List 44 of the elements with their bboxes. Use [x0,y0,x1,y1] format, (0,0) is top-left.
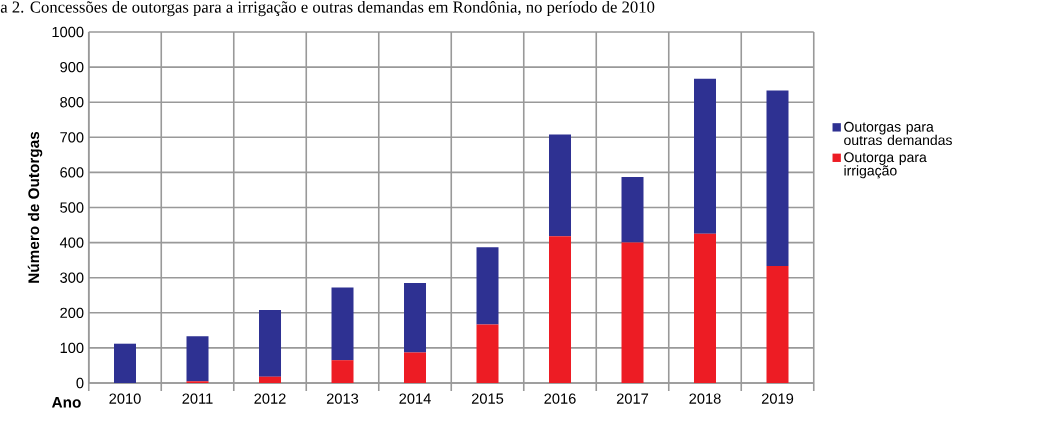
y-tick-label: 900 [60,61,84,73]
bar [621,176,644,243]
bar [766,90,789,267]
bar [186,336,209,382]
y-tick-label: 600 [60,167,84,178]
bar [331,287,354,361]
bar [621,242,644,383]
bar [404,352,427,383]
chart-title: a 2. Concessões de outorgas para a irrigação e outras demandas em Rondônia, no período de 2010 [0,0,655,17]
bar [476,324,499,383]
y-tick-label: 500 [60,202,84,213]
x-tick-label: 2012 [254,393,286,404]
bar [259,376,282,383]
legend-label: Outorga para irrigação [844,152,927,179]
bar [114,343,137,383]
x-tick-label: 2014 [399,393,431,404]
y-tick-label: 700 [60,132,84,143]
x-tick-label: 2011 [182,393,213,404]
bar [694,233,716,383]
legend-label: Outorgas para outras demandas [844,121,952,146]
bar [766,266,789,383]
bar [404,282,427,353]
y-tick-label: 800 [60,97,84,108]
x-tick-label: 2017 [616,393,649,404]
x-tick-label: 2013 [326,393,359,404]
bar [549,134,572,237]
bar [259,309,282,377]
bar [476,247,499,325]
y-tick-label: 200 [60,307,84,318]
x-tick-label: 2019 [761,393,794,404]
y-tick-label: 400 [59,237,84,248]
bar [694,78,716,234]
y-tick-label: 0 [76,377,84,389]
y-tick-label: 1000 [52,26,84,38]
bar [549,236,572,383]
x-tick-label: 2018 [689,393,721,404]
y-axis-title: Número de Outorgas [27,131,43,283]
x-axis-title: Ano [51,397,81,408]
x-tick-label: 2010 [109,393,141,404]
y-tick-label: 300 [60,272,84,283]
bar [331,360,354,383]
x-tick-label: 2016 [544,393,576,404]
x-tick-label: 2015 [471,393,504,404]
y-tick-label: 100 [60,342,84,354]
